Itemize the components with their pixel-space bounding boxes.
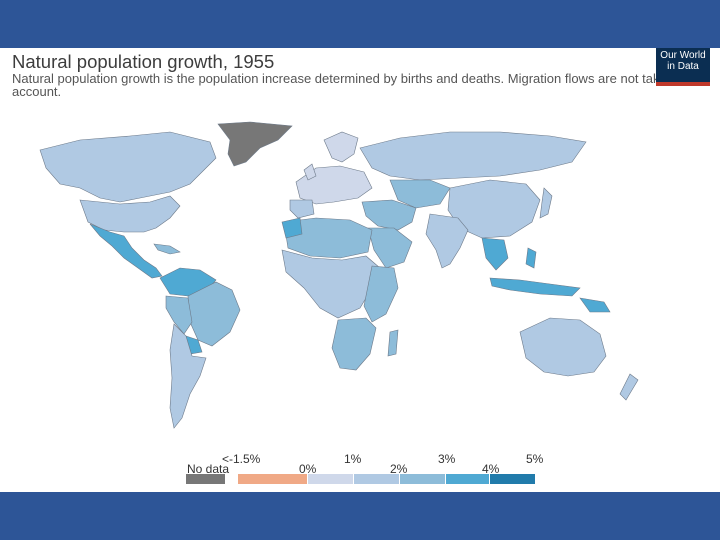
logo-line-2: in Data <box>667 61 699 72</box>
legend-tick-4: 4% <box>482 462 500 476</box>
legend-swatch-4-5[interactable] <box>490 474 536 484</box>
region-mexico-central-america[interactable] <box>89 223 163 279</box>
region-uk[interactable] <box>303 163 317 181</box>
legend-swatch-negative[interactable] <box>238 474 308 484</box>
region-caribbean[interactable] <box>153 243 181 255</box>
region-australia[interactable] <box>519 317 607 377</box>
region-morocco[interactable] <box>281 217 303 239</box>
legend-no-data-label: No data <box>187 462 230 476</box>
region-scandinavia[interactable] <box>323 131 359 163</box>
region-iberia[interactable] <box>289 199 315 219</box>
legend-swatch-2-3[interactable] <box>400 474 446 484</box>
legend-swatch-3-4[interactable] <box>446 474 490 484</box>
logo-accent-bar <box>656 82 710 86</box>
region-madagascar[interactable] <box>387 329 399 357</box>
legend-tick-2: 2% <box>390 462 408 476</box>
legend-tick-5: 5% <box>526 452 544 466</box>
region-east-africa[interactable] <box>363 265 399 323</box>
region-southeast-asia[interactable] <box>481 237 509 271</box>
region-india[interactable] <box>425 213 469 269</box>
legend-tick-neg1-5: <-1.5% <box>222 452 261 466</box>
region-canada[interactable] <box>39 131 217 203</box>
chart-subtitle: Natural population growth is the populat… <box>12 72 699 99</box>
chart-title: Natural population growth, 1955 <box>12 51 275 72</box>
legend-tick-1: 1% <box>344 452 362 466</box>
region-new-guinea[interactable] <box>579 297 611 313</box>
region-andes[interactable] <box>165 295 193 335</box>
region-southern-cone[interactable] <box>169 323 207 429</box>
legend-tick-0: 0% <box>299 462 317 476</box>
region-brazil[interactable] <box>187 281 241 347</box>
slide-bottom-band <box>0 492 720 540</box>
region-indonesia[interactable] <box>489 277 581 297</box>
legend-swatch-1-2[interactable] <box>354 474 400 484</box>
region-turkey-middle-east[interactable] <box>361 199 417 231</box>
owid-logo[interactable]: Our World in Data <box>656 48 710 86</box>
slide-top-band <box>0 0 720 48</box>
legend-swatch-no-data[interactable] <box>186 474 226 484</box>
region-greenland[interactable] <box>217 121 293 167</box>
legend-swatch-0-1[interactable] <box>308 474 354 484</box>
region-russia[interactable] <box>359 131 587 181</box>
region-japan[interactable] <box>539 187 553 219</box>
region-southern-africa[interactable] <box>331 317 377 371</box>
world-map <box>39 121 639 429</box>
logo-line-1: Our World <box>660 50 706 61</box>
region-arabian-peninsula[interactable] <box>367 227 413 269</box>
region-new-zealand[interactable] <box>619 373 639 401</box>
region-central-asia[interactable] <box>389 179 451 209</box>
region-philippines[interactable] <box>525 247 537 269</box>
chart-slide: Natural population growth, 1955 Natural … <box>0 48 720 492</box>
legend-tick-3: 3% <box>438 452 456 466</box>
region-north-africa[interactable] <box>283 217 373 259</box>
